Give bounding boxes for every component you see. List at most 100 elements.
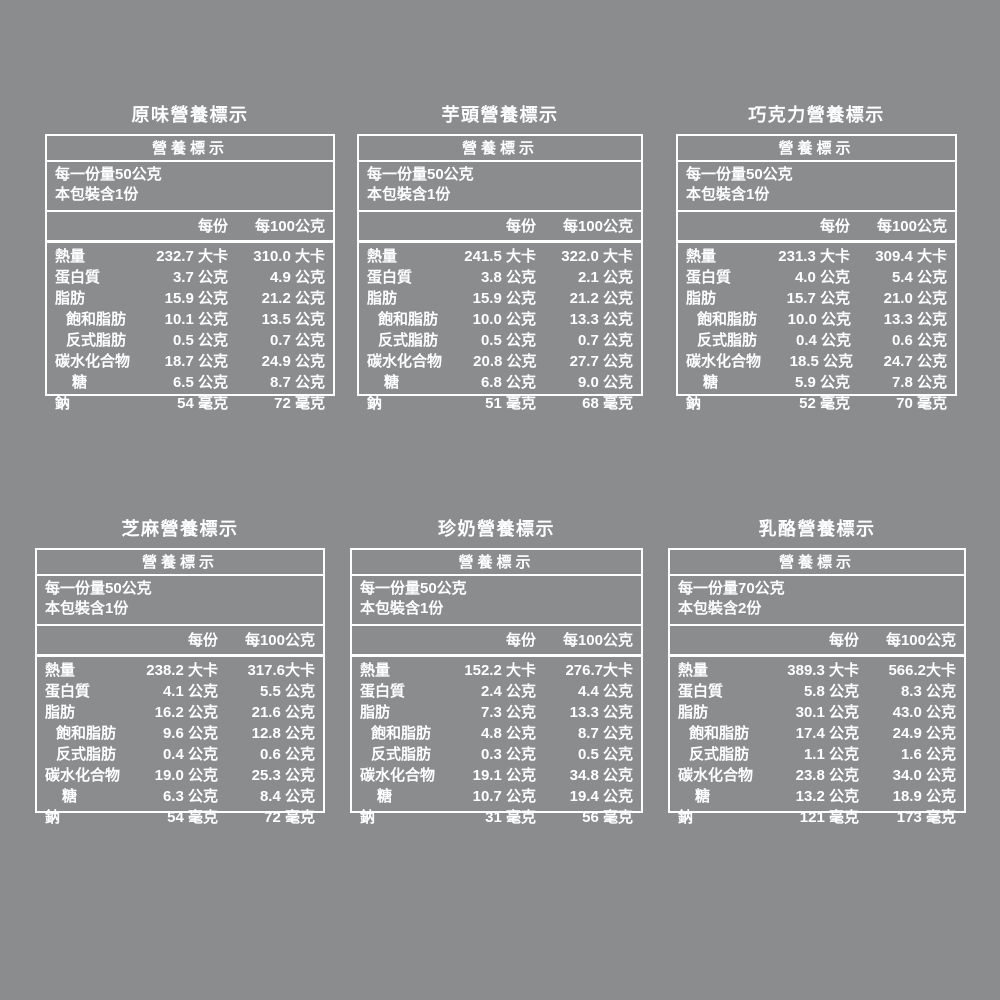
- nutrient-row: 反式脂肪 0.4 公克 0.6 公克: [686, 329, 947, 350]
- servings-per-package-text: 本包裝含1份: [686, 186, 770, 203]
- value-per-100g: 43.0 公克: [892, 704, 956, 721]
- nutrient-row: 反式脂肪 0.3 公克 0.5 公克: [360, 743, 633, 764]
- nutrient-row: 飽和脂肪 10.1 公克 13.5 公克: [55, 308, 325, 329]
- value-per-100g: 0.6 公克: [259, 746, 315, 763]
- col-per-100g-label: 每100公克: [876, 218, 947, 235]
- value-per-serving: 7.3 公克: [480, 704, 536, 721]
- nutrient-label: 碳水化合物: [45, 767, 121, 784]
- nutrient-label: 飽和脂肪: [378, 311, 439, 328]
- nutrient-row: 糖 13.2 公克 18.9 公克: [678, 785, 956, 806]
- value-per-100g: 24.9 公克: [892, 725, 956, 742]
- value-per-100g: 21.2 公克: [261, 290, 325, 307]
- nutrient-row: 蛋白質 5.8 公克 8.3 公克: [678, 680, 956, 701]
- value-per-100g: 13.3 公克: [569, 704, 633, 721]
- nutrient-label: 熱量: [45, 662, 76, 679]
- nutrient-row: 蛋白質 4.1 公克 5.5 公克: [45, 680, 315, 701]
- serving-size-text: 每一份量50公克: [45, 580, 152, 597]
- nutrient-label: 熱量: [367, 248, 398, 265]
- value-per-serving: 0.5 公克: [480, 332, 536, 349]
- value-per-100g: 5.4 公克: [891, 269, 947, 286]
- nutrient-row: 脂肪 15.7 公克 21.0 公克: [686, 287, 947, 308]
- col-per-100g-label: 每100公克: [562, 632, 633, 649]
- nutrient-label: 碳水化合物: [360, 767, 436, 784]
- value-per-serving: 4.8 公克: [480, 725, 536, 742]
- nutrient-label: 蛋白質: [367, 269, 413, 286]
- value-per-100g: 70 毫克: [896, 395, 947, 412]
- nutrient-label: 反式脂肪: [378, 332, 439, 349]
- nutrient-row: 熱量 241.5 大卡 322.0 大卡: [367, 245, 633, 266]
- nutrient-row: 飽和脂肪 17.4 公克 24.9 公克: [678, 722, 956, 743]
- nutrient-label: 碳水化合物: [686, 353, 762, 370]
- nutrient-label: 脂肪: [678, 704, 709, 721]
- nutrient-row: 鈉 52 毫克 70 毫克: [686, 392, 947, 413]
- nutrient-row: 碳水化合物 18.5 公克 24.7 公克: [686, 350, 947, 371]
- nutrition-table-card: 芝麻營養標示 營養標示 每一份量50公克 本包裝含1份 每份 每100公克 熱量…: [35, 515, 325, 826]
- value-per-100g: 4.9 公克: [269, 269, 325, 286]
- nutrient-row: 糖 6.8 公克 9.0 公克: [367, 371, 633, 392]
- serving-info: 每一份量50公克 本包裝含1份: [47, 162, 333, 212]
- nutrient-row: 蛋白質 3.8 公克 2.1 公克: [367, 266, 633, 287]
- value-per-100g: 310.0 大卡: [253, 248, 325, 265]
- table-body: 熱量 232.7 大卡 310.0 大卡 蛋白質 3.7 公克 4.9 公克 脂肪 15.9 …: [47, 243, 333, 416]
- value-per-100g: 0.7 公克: [577, 332, 633, 349]
- value-per-serving: 18.7 公克: [164, 353, 228, 370]
- col-per-100g-label: 每100公克: [562, 218, 633, 235]
- value-per-serving: 4.1 公克: [162, 683, 218, 700]
- value-per-100g: 13.3 公克: [569, 311, 633, 328]
- col-per-serving-label: 每份: [819, 218, 850, 235]
- nutrient-label: 鈉: [45, 809, 61, 826]
- column-header-spacer: [55, 215, 133, 236]
- value-per-serving: 15.9 公克: [164, 290, 228, 307]
- value-per-100g: 21.2 公克: [569, 290, 633, 307]
- nutrition-table-header: 營養標示: [47, 136, 333, 162]
- nutrient-row: 脂肪 16.2 公克 21.6 公克: [45, 701, 315, 722]
- serving-info: 每一份量50公克 本包裝含1份: [352, 576, 641, 626]
- value-per-100g: 566.2大卡: [888, 662, 956, 679]
- value-per-100g: 317.6大卡: [247, 662, 315, 679]
- serving-info: 每一份量50公克 本包裝含1份: [678, 162, 955, 212]
- value-per-serving: 1.1 公克: [803, 746, 859, 763]
- nutrient-label: 飽和脂肪: [371, 725, 432, 742]
- nutrition-table-card: 珍奶營養標示 營養標示 每一份量50公克 本包裝含1份 每份 每100公克 熱量…: [350, 515, 643, 826]
- value-per-serving: 17.4 公克: [795, 725, 859, 742]
- col-per-serving-label: 每份: [197, 218, 228, 235]
- nutrient-row: 碳水化合物 20.8 公克 27.7 公克: [367, 350, 633, 371]
- value-per-serving: 10.0 公克: [787, 311, 852, 328]
- value-per-serving: 51 毫克: [485, 395, 536, 412]
- nutrient-row: 鈉 54 毫克 72 毫克: [55, 392, 325, 413]
- value-per-serving: 3.8 公克: [480, 269, 536, 286]
- nutrient-row: 蛋白質 3.7 公克 4.9 公克: [55, 266, 325, 287]
- servings-per-package-text: 本包裝含1份: [55, 186, 139, 203]
- value-per-serving: 0.4 公克: [162, 746, 218, 763]
- nutrient-label: 飽和脂肪: [56, 725, 117, 742]
- nutrient-row: 鈉 54 毫克 72 毫克: [45, 806, 315, 827]
- value-per-serving: 241.5 大卡: [464, 248, 536, 265]
- serving-size-text: 每一份量50公克: [55, 166, 162, 183]
- value-per-serving: 52 毫克: [799, 395, 850, 412]
- value-per-serving: 23.8 公克: [795, 767, 859, 784]
- table-body: 熱量 389.3 大卡 566.2大卡 蛋白質 5.8 公克 8.3 公克 脂肪 30.1 公…: [670, 657, 964, 830]
- nutrient-row: 蛋白質 2.4 公克 4.4 公克: [360, 680, 633, 701]
- value-per-100g: 12.8 公克: [251, 725, 315, 742]
- col-per-serving-label: 每份: [505, 632, 536, 649]
- nutrient-row: 糖 6.5 公克 8.7 公克: [55, 371, 325, 392]
- value-per-serving: 18.5 公克: [789, 353, 854, 370]
- nutrient-label: 碳水化合物: [678, 767, 754, 784]
- nutrition-table: 營養標示 每一份量50公克 本包裝含1份 每份 每100公克 熱量 231.3 大…: [676, 134, 957, 412]
- nutrient-row: 反式脂肪 0.5 公克 0.7 公克: [367, 329, 633, 350]
- nutrient-row: 熱量 238.2 大卡 317.6大卡: [45, 659, 315, 680]
- nutrient-row: 脂肪 15.9 公克 21.2 公克: [367, 287, 633, 308]
- serving-size-text: 每一份量50公克: [686, 166, 793, 183]
- col-per-100g-label: 每100公克: [254, 218, 325, 235]
- nutrient-label: 飽和脂肪: [689, 725, 750, 742]
- column-header-row: 每份 每100公克: [47, 212, 333, 243]
- table-title: 芋頭營養標示: [441, 105, 559, 125]
- value-per-100g: 19.4 公克: [569, 788, 633, 805]
- nutrition-table-header: 營養標示: [670, 550, 964, 576]
- nutrient-label: 熱量: [55, 248, 86, 265]
- value-per-100g: 8.4 公克: [259, 788, 315, 805]
- value-per-serving: 10.0 公克: [472, 311, 536, 328]
- nutrient-row: 碳水化合物 19.0 公克 25.3 公克: [45, 764, 315, 785]
- nutrient-row: 飽和脂肪 9.6 公克 12.8 公克: [45, 722, 315, 743]
